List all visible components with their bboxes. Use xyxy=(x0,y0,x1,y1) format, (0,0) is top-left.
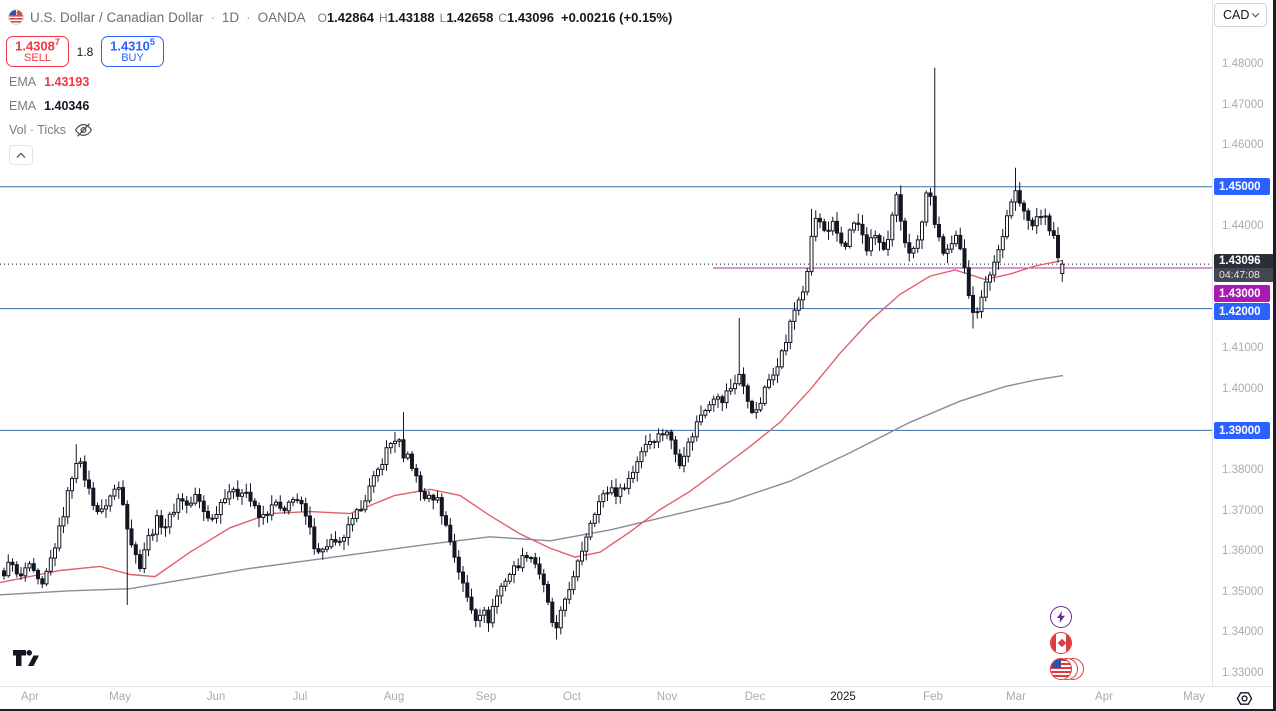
time-tick: Nov xyxy=(656,691,678,703)
level-lines xyxy=(0,186,1213,431)
buy-button[interactable]: 1.43105 BUY xyxy=(101,36,164,67)
price-level-label: 1.42000 xyxy=(1214,303,1270,320)
price-tick: 1.38000 xyxy=(1222,464,1264,476)
volume-indicator-label: Vol · Ticks xyxy=(9,123,66,137)
time-tick: Apr xyxy=(1095,691,1113,703)
time-axis[interactable]: Apr May Jun Jul Aug Sep Oct Nov Dec 2025 Feb Mar Apr… xyxy=(0,686,1276,709)
price-axis[interactable]: 1.48000 1.47000 1.46000 1.44000 1.41000 1.400… xyxy=(1212,0,1276,686)
last-price-value: 1.43096 xyxy=(1214,254,1274,268)
change-value: +0.00216 (+0.15%) xyxy=(560,9,673,25)
price-tick: 1.41000 xyxy=(1222,342,1264,355)
price-level-label: 1.43000 xyxy=(1214,285,1270,302)
time-tick: Jul xyxy=(292,691,308,703)
canada-flag-event-icon[interactable] xyxy=(1050,632,1074,656)
time-tick: Mar xyxy=(1006,691,1026,703)
time-tick: 2025 xyxy=(830,691,856,703)
high-label: H xyxy=(378,10,388,25)
price-tick: 1.35000 xyxy=(1222,585,1264,598)
trade-panel: 1.43087 SELL 1.8 1.43105 BUY xyxy=(6,36,164,67)
indicator-name: EMA xyxy=(9,99,37,113)
candles-layer xyxy=(2,67,1065,640)
price-tick: 1.33000 xyxy=(1222,667,1264,679)
EMA-slow-line xyxy=(0,374,1064,596)
separator: · xyxy=(210,9,215,25)
indicator-value: 1.40346 xyxy=(44,99,90,113)
close-label: C xyxy=(498,10,507,25)
price-tick: 1.48000 xyxy=(1222,58,1264,70)
bar-countdown: 04:47:08 xyxy=(1214,268,1274,282)
eye-hidden-icon[interactable] xyxy=(74,122,93,138)
sell-button[interactable]: 1.43087 SELL xyxy=(6,36,69,67)
close-value: 1.43096 xyxy=(506,9,554,25)
last-price-label: 1.43096 04:47:08 xyxy=(1214,254,1274,282)
time-tick: Apr xyxy=(21,691,39,703)
time-tick: Jun xyxy=(206,691,226,703)
indicator-row-ema-fast[interactable]: EMA 1.43193 xyxy=(9,73,93,91)
time-tick: Oct xyxy=(563,691,581,703)
price-level-label: 1.39000 xyxy=(1214,422,1270,439)
time-tick: Aug xyxy=(383,691,405,703)
lightning-icon xyxy=(1057,611,1065,623)
price-tick: 1.40000 xyxy=(1222,382,1264,395)
open-value: 1.42864 xyxy=(326,9,374,25)
time-tick: May xyxy=(109,691,131,703)
currency-selector-dropdown[interactable]: CAD xyxy=(1214,3,1267,27)
price-level-label: 1.45000 xyxy=(1214,178,1270,195)
scale-settings-icon[interactable] xyxy=(1236,690,1253,707)
time-tick: Dec xyxy=(744,691,766,703)
time-tick: Feb xyxy=(923,691,943,703)
buy-button-label: BUY xyxy=(121,52,144,65)
symbol-toolbar: U.S. Dollar / Canadian Dollar · 1D · OAN… xyxy=(8,7,672,27)
interval-value[interactable]: 1D xyxy=(221,9,240,25)
event-markers xyxy=(1050,606,1088,684)
candlestick-chart[interactable] xyxy=(0,0,1213,686)
sell-button-label: SELL xyxy=(24,52,51,65)
volume-indicator-row[interactable]: Vol · Ticks xyxy=(9,121,93,139)
window-edge xyxy=(0,709,1276,711)
indicator-value: 1.43193 xyxy=(44,75,90,89)
chart-pane[interactable] xyxy=(0,0,1213,686)
ema-lines xyxy=(0,259,1064,596)
chevron-up-icon xyxy=(16,152,26,158)
tradingview-logo[interactable] xyxy=(12,649,40,669)
window-edge xyxy=(1273,0,1276,711)
spread-value: 1.8 xyxy=(76,44,94,59)
currency-pair-flag-icon xyxy=(8,9,24,25)
price-tick: 1.47000 xyxy=(1222,98,1264,111)
low-label: L xyxy=(439,10,447,25)
price-tick: 1.36000 xyxy=(1222,545,1264,558)
symbol-title[interactable]: U.S. Dollar / Canadian Dollar xyxy=(30,9,204,25)
price-tick: 1.34000 xyxy=(1222,626,1264,639)
currency-selector-value: CAD xyxy=(1223,8,1250,22)
indicator-legend: EMA 1.43193 EMA 1.40346 Vol · Ticks xyxy=(9,73,93,165)
time-tick: May xyxy=(1183,691,1205,703)
time-tick: Sep xyxy=(475,691,497,703)
economic-event-flash-icon[interactable] xyxy=(1050,606,1074,630)
price-tick: 1.37000 xyxy=(1222,504,1264,517)
low-value: 1.42658 xyxy=(446,9,494,25)
exchange-name[interactable]: OANDA xyxy=(257,9,306,25)
chevron-down-icon xyxy=(1251,12,1260,18)
separator: · xyxy=(246,9,251,25)
indicator-row-ema-slow[interactable]: EMA 1.40346 xyxy=(9,97,93,115)
indicator-name: EMA xyxy=(9,75,37,89)
price-tick: 1.44000 xyxy=(1222,220,1264,233)
price-tick: 1.46000 xyxy=(1222,139,1264,152)
us-flag-event-icon[interactable] xyxy=(1050,658,1088,682)
EMA-fast-line xyxy=(0,259,1064,584)
ohlc-values: O1.42864 H1.43188 L1.42658 C1.43096 +0.0… xyxy=(318,10,673,25)
open-label: O xyxy=(317,10,327,25)
high-value: 1.43188 xyxy=(387,9,435,25)
collapse-legend-button[interactable] xyxy=(9,145,33,165)
